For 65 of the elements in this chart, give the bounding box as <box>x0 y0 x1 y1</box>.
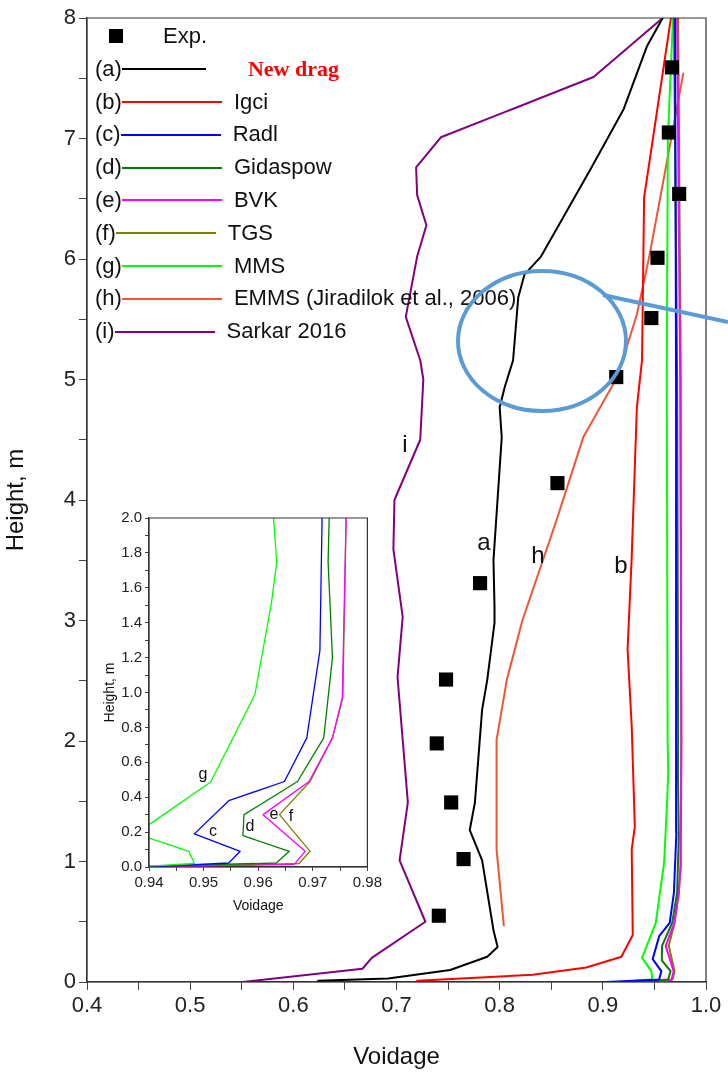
point <box>429 736 444 751</box>
x-tick-label: 0.96 <box>243 873 273 891</box>
y-tick-label: 1.6 <box>121 577 142 595</box>
y-tick-label: 0.4 <box>121 787 142 805</box>
text: (d) Gidaspow <box>95 154 332 180</box>
y-tick-label: 1.4 <box>121 612 142 630</box>
y-axis-title: Height, m <box>101 662 118 723</box>
annotation: c <box>209 822 217 840</box>
point <box>456 852 471 867</box>
text: (i) Sarkar 2016 <box>95 318 347 344</box>
point <box>438 672 454 687</box>
annotation: a <box>477 527 492 555</box>
x-tick-label: 0.98 <box>352 873 382 891</box>
x-tick-label: 0.94 <box>134 873 164 891</box>
y-tick-label: 6 <box>63 245 76 271</box>
text: (b) Igci <box>95 88 269 114</box>
point <box>650 250 665 265</box>
point <box>472 576 488 591</box>
annotation: h <box>531 540 545 568</box>
annotation: g <box>198 765 208 783</box>
y-tick-label: 1 <box>63 847 76 873</box>
x-tick-label: 0.6 <box>278 992 309 1018</box>
y-tick-label: 1.8 <box>121 543 142 561</box>
y-tick-label: 7 <box>63 124 76 150</box>
y-tick-label: 8 <box>63 4 76 30</box>
x-tick-label: 0.97 <box>298 873 328 891</box>
text: (c) Radl <box>95 121 278 147</box>
x-tick-label: 1.0 <box>690 992 722 1018</box>
y-tick-label: 2.0 <box>121 508 142 526</box>
y-tick-label: 1.2 <box>121 647 142 665</box>
y-tick-label: 0.2 <box>121 822 142 840</box>
x-tick-label: 0.5 <box>174 992 206 1018</box>
y-tick-label: 2 <box>63 727 76 753</box>
y-tick-label: 0.8 <box>121 717 142 735</box>
y-tick-label: 0.0 <box>121 857 142 875</box>
y-tick-label: 1.0 <box>121 682 142 700</box>
annotation: b <box>614 550 628 578</box>
text: (g) MMS <box>95 252 286 278</box>
text: (e) BVK <box>95 186 278 212</box>
point <box>644 310 659 326</box>
annotation: d <box>245 817 255 835</box>
point <box>661 125 676 140</box>
y-tick-label: 0.6 <box>121 752 142 770</box>
point <box>672 186 687 201</box>
text: (a) New drag <box>95 55 339 81</box>
x-tick-label: 0.95 <box>189 873 219 891</box>
x-axis-title: Voidage <box>232 897 284 914</box>
legend-label: Exp. <box>163 22 208 50</box>
annotation: f <box>288 807 294 825</box>
point <box>664 60 680 75</box>
y-axis-title: Height, m <box>1 448 29 552</box>
point <box>431 908 446 923</box>
x-tick-label: 0.8 <box>484 992 515 1018</box>
y-tick-label: 3 <box>63 606 76 632</box>
text: (f) TGS <box>95 219 273 245</box>
y-tick-label: 0 <box>63 968 76 994</box>
x-tick-label: 0.7 <box>381 992 412 1018</box>
annotation: e <box>269 805 279 823</box>
x-axis-title: Voidage <box>353 1042 440 1070</box>
y-tick-label: 5 <box>63 365 76 391</box>
x-tick-label: 0.9 <box>587 992 619 1018</box>
point <box>550 476 565 491</box>
point <box>444 795 459 810</box>
y-tick-label: 4 <box>63 486 76 512</box>
annotation: i <box>402 429 408 457</box>
